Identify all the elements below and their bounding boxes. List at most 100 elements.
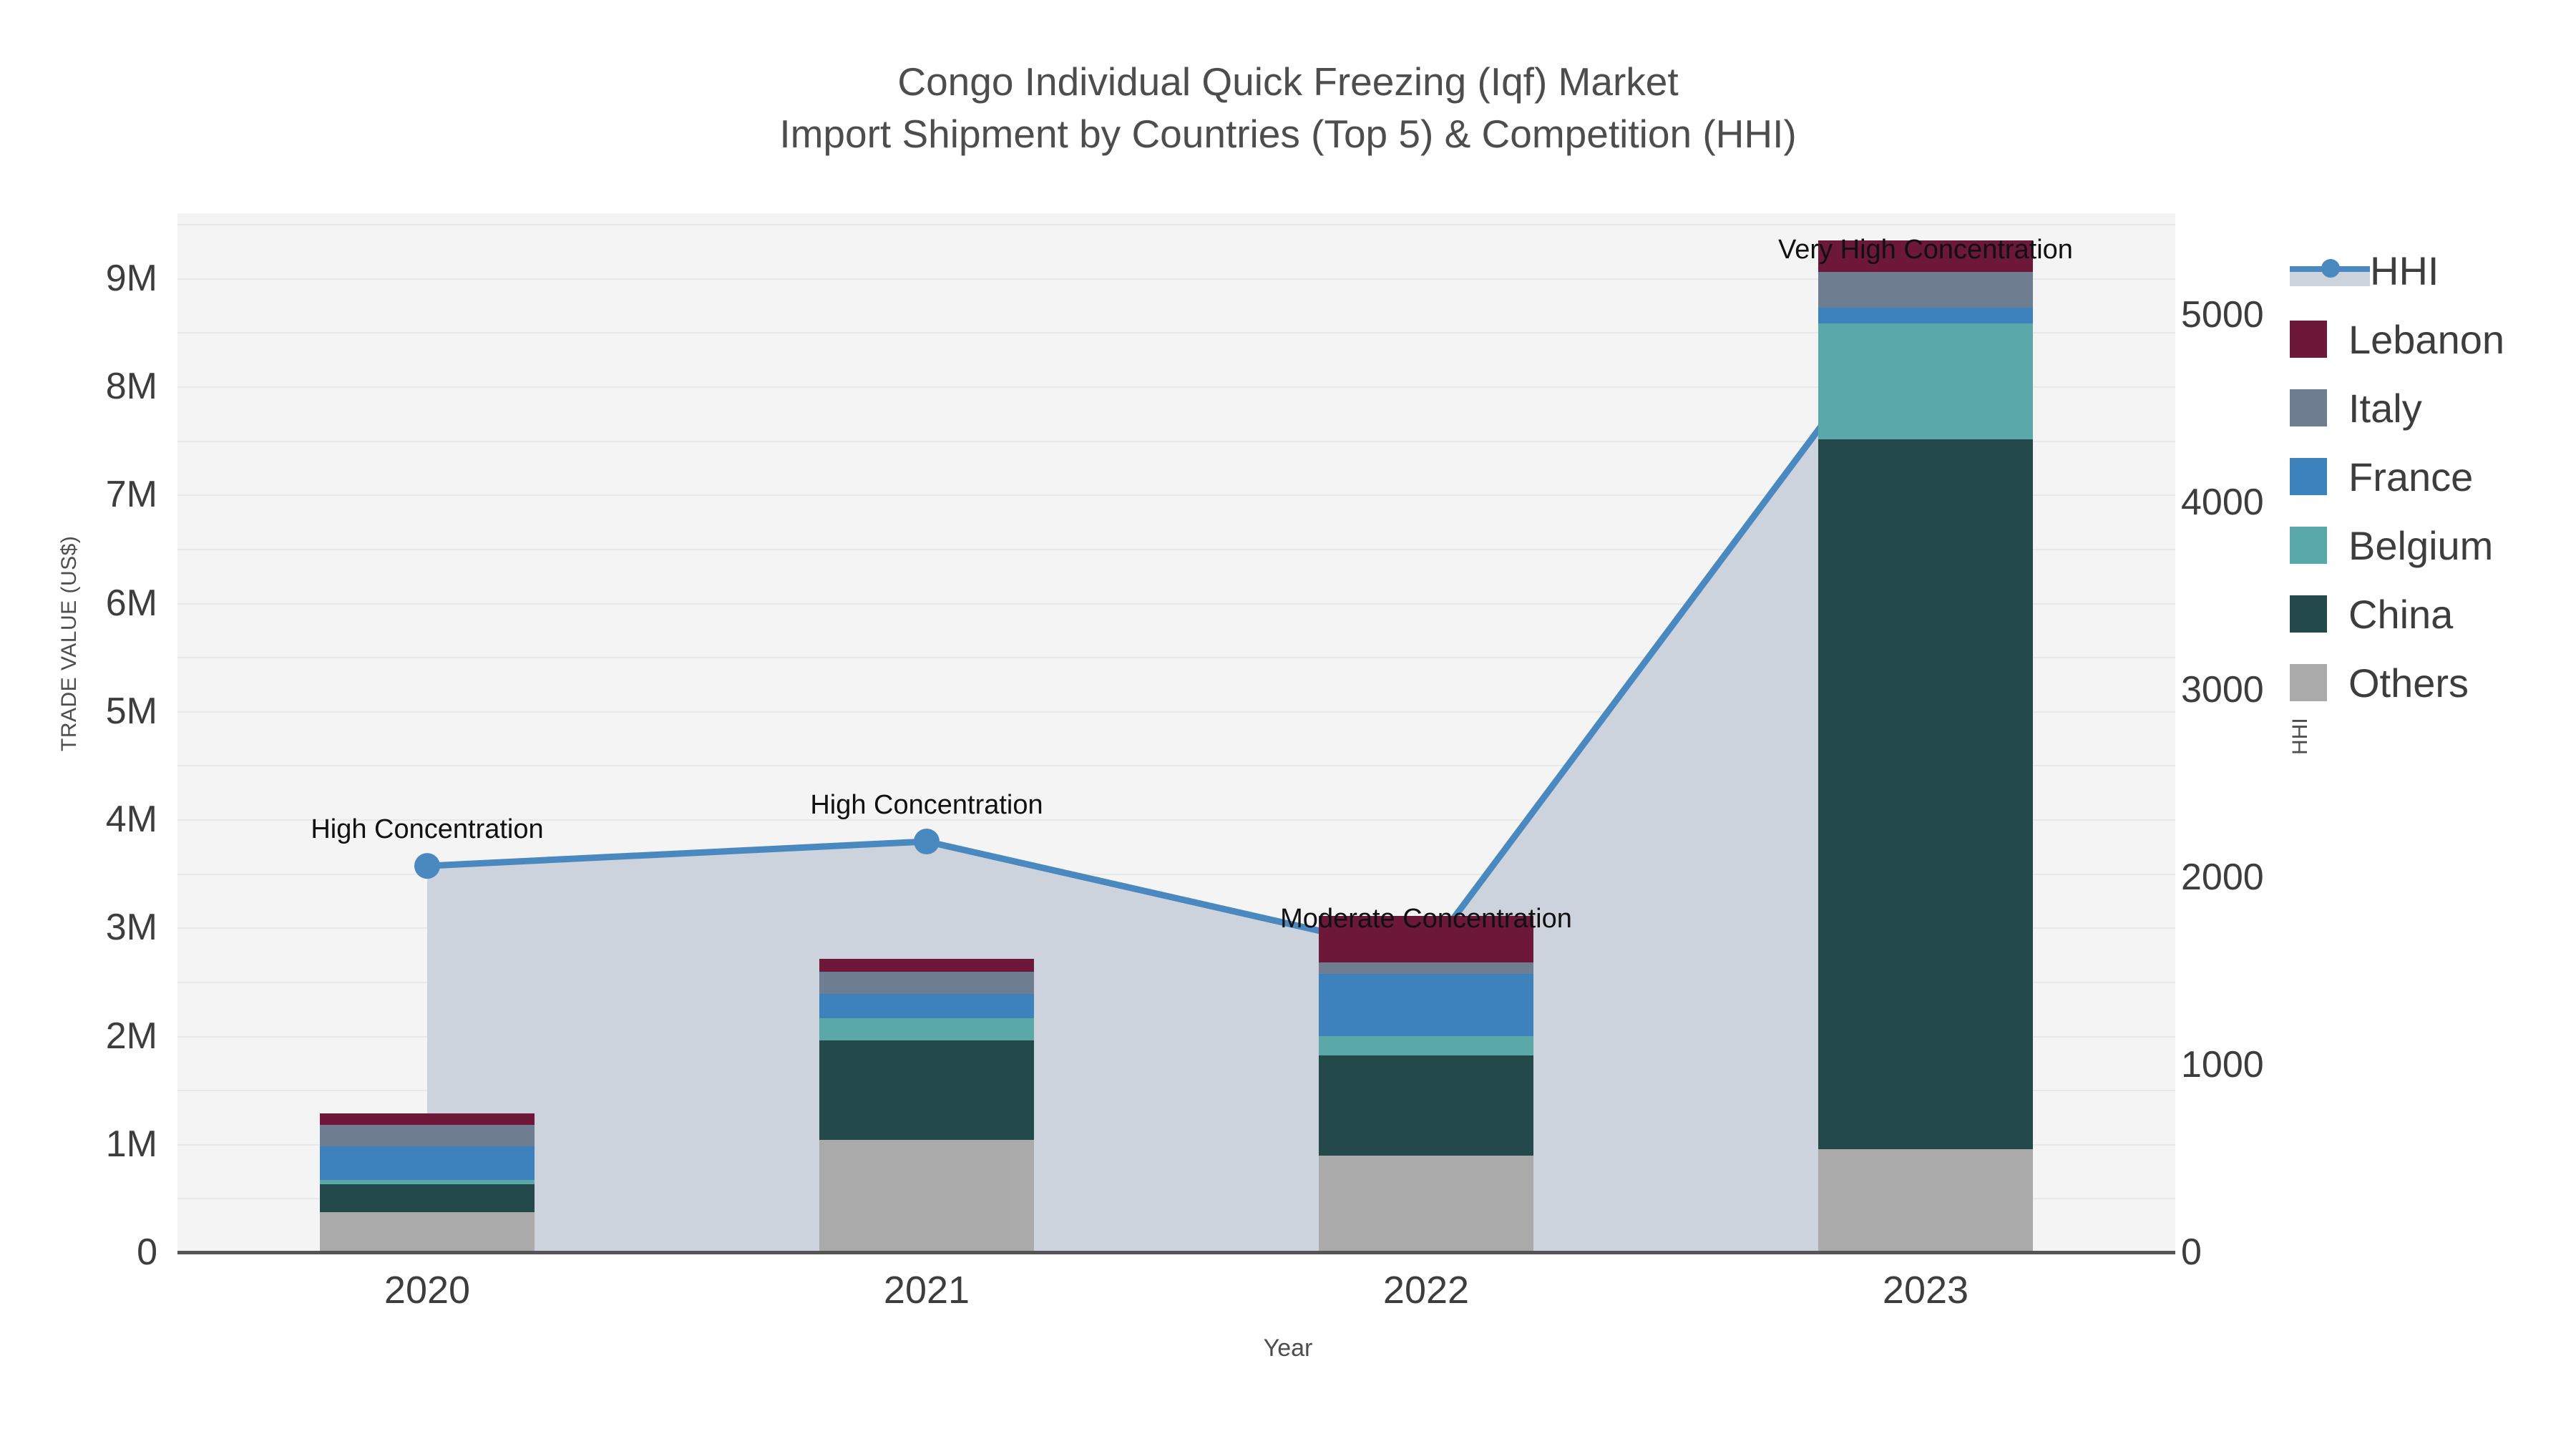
legend-item-label: France xyxy=(2348,454,2474,499)
legend-swatch-icon xyxy=(2290,595,2327,633)
left-spine xyxy=(174,213,177,1254)
bar-segment-lebanon[interactable] xyxy=(1319,915,1533,962)
legend-swatch-icon xyxy=(2290,458,2327,495)
hhi-data-point[interactable] xyxy=(914,829,940,854)
gridline xyxy=(177,765,2175,767)
legend-item-label: Others xyxy=(2348,660,2469,706)
y-tick-right: 4000 xyxy=(2181,481,2264,523)
chart-title-line-2: Import Shipment by Countries (Top 5) & C… xyxy=(779,112,1797,157)
bar-segment-france[interactable] xyxy=(1319,974,1533,1036)
x-tick-2023: 2023 xyxy=(1882,1269,1969,1312)
y-tick-left: 7M xyxy=(105,474,157,516)
x-tick-2022: 2022 xyxy=(1382,1269,1470,1312)
gridline xyxy=(177,494,2175,497)
bar-segment-italy[interactable] xyxy=(1319,962,1533,975)
y-tick-left: 2M xyxy=(105,1015,157,1057)
bar-group-2023[interactable] xyxy=(1818,240,2033,1252)
bar-segment-lebanon[interactable] xyxy=(819,959,1034,972)
hhi-data-point[interactable] xyxy=(414,853,440,879)
x-axis-title: Year xyxy=(1263,1335,1313,1362)
y-tick-right: 2000 xyxy=(2181,856,2264,898)
y-tick-left: 5M xyxy=(105,690,157,732)
y-tick-left: 6M xyxy=(105,582,157,624)
gridline xyxy=(177,332,2175,334)
chart-title-line-1: Congo Individual Quick Freezing (Iqf) Ma… xyxy=(897,59,1679,104)
bar-segment-others[interactable] xyxy=(819,1139,1034,1252)
y-axis-left-title: TRADE VALUE (US$) xyxy=(57,535,81,751)
bar-segment-others[interactable] xyxy=(1818,1149,2033,1252)
bar-segment-italy[interactable] xyxy=(819,972,1034,994)
y-tick-left: 4M xyxy=(105,799,157,840)
annotation-2021: High Concentration xyxy=(810,790,1043,820)
y-tick-left: 0 xyxy=(137,1231,157,1273)
bar-group-2022[interactable] xyxy=(1319,915,1533,1252)
bar-segment-belgium[interactable] xyxy=(320,1179,535,1185)
gridline xyxy=(177,278,2175,280)
x-tick-2021: 2021 xyxy=(883,1269,970,1312)
bar-segment-china[interactable] xyxy=(1818,439,2033,1150)
hhi-area-fill xyxy=(427,286,1926,1253)
chart-title: Congo Individual Quick Freezing (Iqf) Ma… xyxy=(0,56,2576,160)
gridline xyxy=(177,711,2175,713)
bar-segment-france[interactable] xyxy=(819,993,1034,1019)
bar-segment-belgium[interactable] xyxy=(819,1018,1034,1040)
bar-segment-lebanon[interactable] xyxy=(1818,240,2033,272)
y-tick-right: 1000 xyxy=(2181,1043,2264,1085)
bar-segment-china[interactable] xyxy=(320,1184,535,1213)
y-axis-right-title: HHI xyxy=(2288,718,2312,755)
y-tick-right: 5000 xyxy=(2181,293,2264,336)
annotation-2022: Moderate Concentration xyxy=(1280,903,1572,934)
legend-item-label: Italy xyxy=(2348,385,2422,431)
chart-legend: HHI Lebanon Italy France Belgium China Others xyxy=(2290,236,2576,717)
bar-segment-lebanon[interactable] xyxy=(320,1113,535,1125)
bar-segment-italy[interactable] xyxy=(320,1124,535,1146)
bar-segment-others[interactable] xyxy=(1319,1156,1533,1252)
bar-segment-china[interactable] xyxy=(1319,1055,1533,1156)
legend-swatch-icon xyxy=(2290,321,2327,358)
y-tick-right: 0 xyxy=(2181,1231,2202,1273)
gridline xyxy=(177,440,2175,442)
x-tick-2020: 2020 xyxy=(384,1269,471,1312)
bar-segment-belgium[interactable] xyxy=(1818,323,2033,440)
legend-swatch-icon xyxy=(2290,664,2327,701)
legend-item-others[interactable]: Others xyxy=(2290,648,2576,717)
legend-item-lebanon[interactable]: Lebanon xyxy=(2290,305,2576,374)
x-axis-line xyxy=(177,1251,2175,1254)
legend-swatch-icon xyxy=(2290,527,2327,564)
gridline xyxy=(177,224,2175,226)
gridline xyxy=(177,548,2175,550)
bar-group-2020[interactable] xyxy=(320,1113,535,1252)
legend-item-belgium[interactable]: Belgium xyxy=(2290,511,2576,580)
legend-item-label: Belgium xyxy=(2348,522,2494,568)
annotation-2023: Very High Concentration xyxy=(1778,235,2073,265)
gridline xyxy=(177,602,2175,605)
bar-segment-france[interactable] xyxy=(1818,307,2033,324)
legend-item-italy[interactable]: Italy xyxy=(2290,374,2576,442)
hhi-line-key-icon xyxy=(2290,252,2370,289)
bar-segment-others[interactable] xyxy=(320,1212,535,1252)
legend-item-france[interactable]: France xyxy=(2290,442,2576,511)
legend-item-label: HHI xyxy=(2370,248,2439,293)
legend-item-china[interactable]: China xyxy=(2290,580,2576,648)
bar-segment-italy[interactable] xyxy=(1818,271,2033,308)
gridline xyxy=(177,819,2175,821)
plot-area xyxy=(177,213,2175,1254)
legend-item-label: Lebanon xyxy=(2348,316,2505,362)
annotation-2020: High Concentration xyxy=(311,814,544,845)
hhi-line xyxy=(424,283,1929,959)
legend-swatch-icon xyxy=(2290,389,2327,426)
gridline xyxy=(177,657,2175,659)
y-tick-left: 1M xyxy=(105,1123,157,1165)
legend-item-hhi[interactable]: HHI xyxy=(2290,236,2576,305)
y-tick-left: 9M xyxy=(105,257,157,299)
gridline xyxy=(177,873,2175,875)
y-tick-left: 3M xyxy=(105,907,157,949)
bar-segment-france[interactable] xyxy=(320,1146,535,1180)
y-tick-left: 8M xyxy=(105,366,157,407)
gridline xyxy=(177,386,2175,388)
legend-item-label: China xyxy=(2348,591,2454,637)
bar-segment-belgium[interactable] xyxy=(1319,1035,1533,1055)
bar-segment-china[interactable] xyxy=(819,1040,1034,1140)
bar-group-2021[interactable] xyxy=(819,959,1034,1252)
